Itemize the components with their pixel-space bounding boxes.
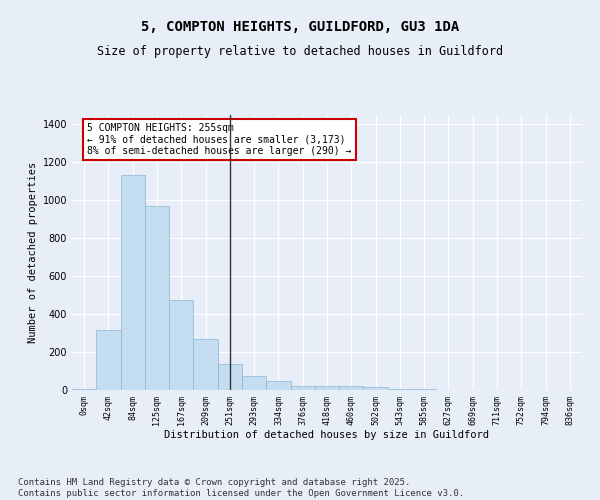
X-axis label: Distribution of detached houses by size in Guildford: Distribution of detached houses by size … (164, 430, 490, 440)
Bar (193, 339, 218, 390)
Bar (218, 364, 242, 390)
Bar (145, 206, 169, 390)
Bar (96, 330, 121, 390)
Bar (242, 376, 266, 390)
Text: Contains HM Land Registry data © Crown copyright and database right 2025.
Contai: Contains HM Land Registry data © Crown c… (18, 478, 464, 498)
Text: 5, COMPTON HEIGHTS, GUILDFORD, GU3 1DA: 5, COMPTON HEIGHTS, GUILDFORD, GU3 1DA (141, 20, 459, 34)
Bar (266, 381, 290, 390)
Bar (315, 386, 339, 390)
Text: Size of property relative to detached houses in Guildford: Size of property relative to detached ho… (97, 45, 503, 58)
Bar (364, 386, 388, 390)
Bar (339, 386, 364, 390)
Bar (169, 300, 193, 390)
Bar (72, 389, 96, 390)
Bar (388, 389, 412, 390)
Text: 5 COMPTON HEIGHTS: 255sqm
← 91% of detached houses are smaller (3,173)
8% of sem: 5 COMPTON HEIGHTS: 255sqm ← 91% of detac… (88, 123, 352, 156)
Bar (290, 386, 315, 390)
Y-axis label: Number of detached properties: Number of detached properties (28, 162, 38, 343)
Bar (121, 174, 145, 390)
